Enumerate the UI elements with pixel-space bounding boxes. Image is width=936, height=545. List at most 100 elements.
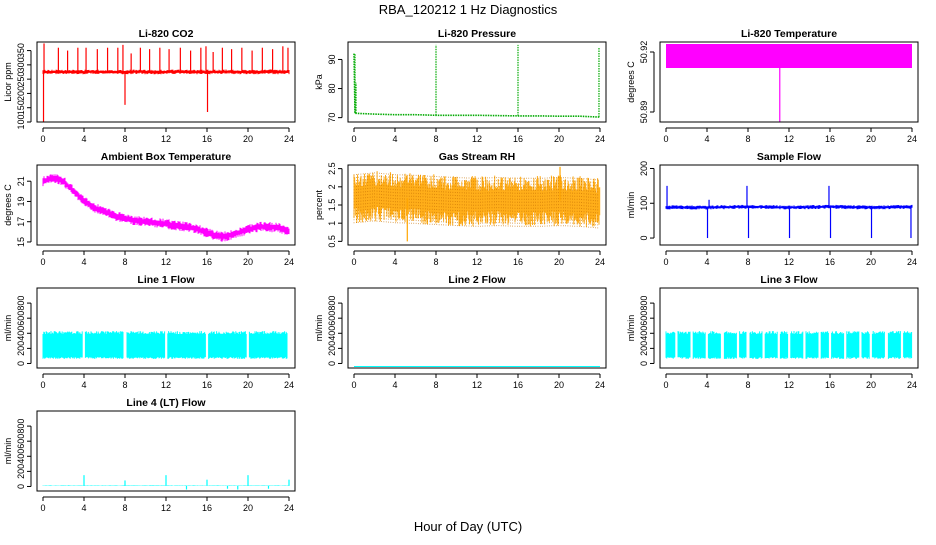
ambient-frame	[36, 164, 296, 246]
line3-xtick-label: 4	[704, 380, 709, 390]
temperature-xtick-label: 20	[866, 134, 876, 144]
ambient-series	[42, 174, 290, 242]
line3-ytick-label: 600	[639, 311, 649, 326]
line1-frame	[36, 287, 296, 369]
line1-ytick-label: 600	[16, 311, 26, 326]
ambient-ytick-label: 19	[16, 196, 26, 206]
sample-title: Sample Flow	[757, 151, 822, 163]
line2-ytick-label: 600	[327, 311, 337, 326]
line3-trace	[665, 331, 913, 359]
line4-xtick-label: 20	[243, 503, 253, 513]
line2-xtick-label: 4	[392, 380, 397, 390]
temperature-title: Li-820 Temperature	[741, 28, 837, 40]
line1-xtick-label: 4	[81, 380, 86, 390]
temperature-fill	[666, 44, 912, 68]
line4-xtick-label: 0	[40, 503, 45, 513]
co2-xtick-label: 8	[122, 134, 127, 144]
temperature-xtick-label: 4	[704, 134, 709, 144]
temperature-xtick-label: 12	[784, 134, 794, 144]
line4-xtick-label: 16	[202, 503, 212, 513]
temperature-xtick-label: 24	[907, 134, 917, 144]
sample-frame	[659, 164, 919, 246]
panel-line2: Line 2 Flow ml/min 0 4 8 12 16 20 24 0 20040060080…	[314, 274, 607, 390]
ambient-title: Ambient Box Temperature	[101, 151, 232, 163]
line3-ylabel: ml/min	[626, 315, 636, 342]
co2-ytick-label: 300	[16, 57, 26, 72]
line2-ytick-label: 0	[327, 361, 337, 366]
line4-ylabel: ml/min	[3, 438, 13, 465]
sample-xtick-label: 24	[907, 257, 917, 267]
line4-ytick-label: 0	[16, 484, 26, 489]
ambient-trace	[42, 174, 290, 242]
rh-xtick-label: 8	[433, 257, 438, 267]
rh-ytick-label: 2.5	[327, 162, 337, 175]
line2-title: Line 2 Flow	[448, 274, 506, 286]
rh-xtick-label: 20	[554, 257, 564, 267]
co2-xtick-label: 20	[243, 134, 253, 144]
line4-ytick-label: 800	[16, 419, 26, 434]
temperature-frame	[659, 41, 919, 123]
line4-title: Line 4 (LT) Flow	[126, 397, 206, 409]
ambient-ytick-label: 21	[16, 176, 26, 186]
co2-ytick-label: 350	[16, 43, 26, 58]
panel-line4: Line 4 (LT) Flow ml/min 0 4 8 12 16 20 24 0 200400…	[3, 397, 296, 513]
panel-co2: Li-820 CO2 Licor ppm 0 4 8 12 16 20 24 1001502002…	[3, 28, 296, 144]
line3-xtick-label: 8	[745, 380, 750, 390]
line1-ytick-label: 800	[16, 296, 26, 311]
line2-xtick-label: 8	[433, 380, 438, 390]
line1-ytick-label: 400	[16, 326, 26, 341]
line1-title: Line 1 Flow	[137, 274, 195, 286]
pressure-xtick-label: 8	[433, 134, 438, 144]
line1-xtick-label: 0	[40, 380, 45, 390]
line1-series	[42, 331, 288, 359]
rh-title: Gas Stream RH	[439, 151, 515, 163]
co2-frame	[36, 41, 296, 123]
rh-ylabel: percent	[314, 189, 324, 220]
pressure-xtick-label: 20	[554, 134, 564, 144]
line3-ytick-label: 400	[639, 326, 649, 341]
ambient-xtick-label: 24	[284, 257, 294, 267]
line3-xtick-label: 24	[907, 380, 917, 390]
line4-ytick-label: 600	[16, 434, 26, 449]
rh-trace	[353, 171, 601, 227]
line1-trace	[42, 331, 288, 359]
rh-series	[353, 166, 601, 242]
co2-xtick-label: 0	[40, 134, 45, 144]
rh-ytick-label: 1.5	[327, 199, 337, 212]
line1-ytick-label: 200	[16, 341, 26, 356]
line2-frame	[347, 287, 607, 369]
line3-frame	[659, 287, 919, 369]
ambient-xtick-label: 20	[243, 257, 253, 267]
co2-xtick-label: 12	[161, 134, 171, 144]
sample-ytick-label: 100	[639, 196, 649, 211]
pressure-xtick-label: 0	[351, 134, 356, 144]
line1-ytick-label: 0	[16, 361, 26, 366]
panel-rh: Gas Stream RH percent 0 4 8 12 16 20 24 0.5 1 1.5 2 2…	[314, 151, 607, 267]
pressure-title: Li-820 Pressure	[438, 28, 516, 40]
panel-ambient: Ambient Box Temperature degrees C 0 4 8 12 16 2…	[3, 151, 296, 267]
rh-xtick-label: 12	[472, 257, 482, 267]
sample-xtick-label: 8	[745, 257, 750, 267]
panel-line3: Line 3 Flow ml/min 0 4 8 12 16 20 24 0 20040060080…	[626, 274, 919, 390]
sample-xtick-label: 12	[784, 257, 794, 267]
co2-ytick-label: 100	[16, 114, 26, 129]
pressure-ytick-label: 90	[327, 54, 337, 64]
co2-xtick-label: 4	[81, 134, 86, 144]
line2-ytick-label: 800	[327, 296, 337, 311]
temperature-xtick-label: 0	[663, 134, 668, 144]
temperature-series	[666, 44, 912, 122]
line1-xtick-label: 12	[161, 380, 171, 390]
line3-xtick-label: 0	[663, 380, 668, 390]
line3-title: Line 3 Flow	[760, 274, 818, 286]
sample-ytick-label: 200	[639, 161, 649, 176]
co2-xtick-label: 16	[202, 134, 212, 144]
sample-ylabel: ml/min	[626, 192, 636, 219]
co2-ytick-label: 250	[16, 72, 26, 87]
pressure-xtick-label: 4	[392, 134, 397, 144]
rh-frame	[347, 164, 607, 246]
figure-xlabel: Hour of Day (UTC)	[414, 519, 522, 534]
co2-ytick-label: 200	[16, 86, 26, 101]
